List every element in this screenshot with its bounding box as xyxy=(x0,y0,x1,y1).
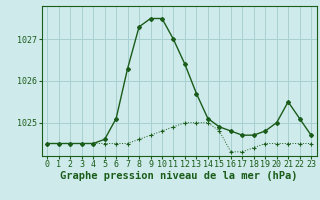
X-axis label: Graphe pression niveau de la mer (hPa): Graphe pression niveau de la mer (hPa) xyxy=(60,171,298,181)
